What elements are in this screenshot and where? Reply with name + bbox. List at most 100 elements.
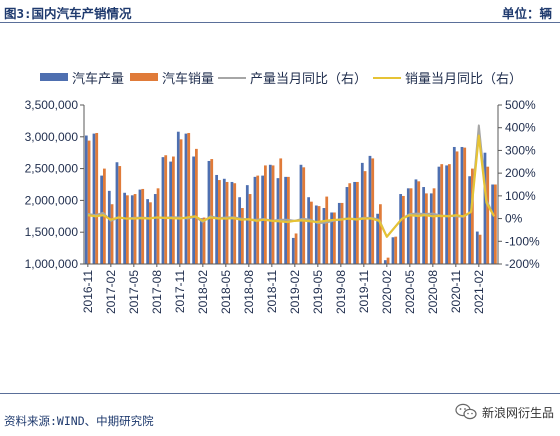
bar-sales [126, 195, 129, 264]
bar-sales [118, 166, 122, 264]
bar-production [337, 202, 341, 264]
x-tick-label: 2018-11 [265, 270, 279, 313]
bar-sales [440, 164, 444, 264]
bar-production [238, 197, 242, 264]
bar-production [322, 208, 326, 264]
bar-sales [179, 139, 183, 264]
bar-production [376, 213, 380, 264]
watermark-text: 新浪网衍生品 [481, 405, 554, 420]
y2-tick-label: 300% [505, 143, 536, 157]
bar-production [207, 160, 211, 264]
header-bar: 图3:国内汽车产销情况 单位：辆 [0, 0, 560, 22]
bar-sales [348, 183, 352, 264]
bar-sales [264, 165, 267, 264]
bar-production [268, 164, 272, 264]
bar-sales [225, 181, 229, 264]
bar-sales [317, 206, 321, 264]
y-tick-label: 2,500,000 [25, 162, 79, 176]
legend-label: 产量当月同比（右） [250, 72, 367, 87]
bar-sales [248, 194, 252, 264]
x-tick-label: 2017-02 [104, 270, 118, 314]
wechat-icon [455, 403, 477, 420]
bar-sales [233, 183, 237, 264]
bar-sales [202, 217, 206, 264]
bar-production [314, 205, 318, 264]
bar-production [429, 193, 433, 264]
bar-production [107, 190, 111, 264]
bar-production [452, 146, 456, 264]
y2-tick-label: 400% [505, 121, 536, 135]
bar-production [353, 181, 357, 264]
bar-sales [302, 167, 306, 264]
footer-divider [0, 393, 560, 394]
x-tick-label: 2020-02 [380, 270, 394, 314]
y2-tick-label: 100% [505, 189, 536, 203]
bar-production [153, 194, 157, 264]
bar-production [92, 133, 96, 264]
x-tick-label: 2018-02 [196, 270, 210, 314]
chart-legend: 汽车产量 汽车销量 产量当月同比（右） 销量当月同比（右） [40, 71, 522, 87]
bar-production [176, 131, 180, 264]
bar-production [445, 165, 449, 264]
bar-sales [325, 196, 329, 264]
bar-production [483, 152, 487, 264]
x-tick-label: 2019-05 [311, 270, 325, 314]
y2-tick-label: -200% [505, 257, 540, 271]
bar-production [222, 178, 226, 264]
x-tick-label: 2019-08 [334, 270, 348, 314]
bar-sales [294, 233, 298, 264]
bar-production [161, 157, 165, 264]
bar-sales [409, 188, 413, 264]
x-tick-label: 2017-05 [127, 270, 141, 314]
legend-label: 销量当月同比（右） [405, 72, 522, 87]
production-sales-chart: 汽车产量 汽车销量 产量当月同比（右） 销量当月同比（右） 3,500,000 3,00… [25, 71, 540, 314]
bar-sales [394, 236, 398, 264]
bar-production [230, 181, 234, 264]
bar-production [360, 162, 364, 264]
bar-production [460, 146, 464, 264]
figure-title: 图3:国内汽车产销情况 [4, 6, 132, 21]
y-tick-label: 1,000,000 [25, 257, 79, 271]
bar-sales [95, 132, 99, 264]
y2-tick-label: 0% [505, 212, 523, 226]
bar-series [84, 131, 497, 264]
bar-sales [110, 204, 114, 264]
bar-sales [494, 184, 497, 264]
y-tick-label: 3,500,000 [25, 98, 79, 112]
y2-tick-label: 200% [505, 166, 536, 180]
legend-label: 汽车销量 [162, 71, 214, 87]
bar-sales [486, 166, 490, 264]
bar-production [84, 135, 88, 264]
x-tick-label: 2016-11 [81, 270, 95, 313]
bar-sales [149, 202, 152, 264]
x-tick-label: 2021-02 [472, 270, 486, 314]
x-tick-label: 2019-11 [357, 270, 371, 313]
bar-sales [218, 180, 221, 264]
bar-sales [356, 181, 359, 264]
unit-label: 单位：辆 [501, 6, 552, 21]
bar-production [414, 179, 418, 264]
chart-axes: 3,500,000 3,000,000 2,500,000 2,000,000 1,50… [25, 98, 540, 314]
bar-sales [141, 188, 145, 264]
bar-sales [471, 168, 474, 264]
bar-production [422, 187, 426, 264]
legend-swatch [130, 73, 158, 81]
bar-production [123, 192, 127, 264]
x-tick-label: 2018-05 [219, 270, 233, 314]
bar-sales [187, 132, 191, 264]
y2-tick-label: -100% [505, 234, 540, 248]
line-sales-yoy [87, 134, 496, 238]
y-tick-label: 2,000,000 [25, 193, 79, 207]
bar-sales [310, 201, 313, 264]
bar-sales [478, 234, 482, 264]
bar-production [345, 187, 349, 264]
bar-production [100, 175, 104, 264]
bar-production [169, 161, 173, 264]
bar-production [399, 194, 403, 264]
bar-sales [463, 147, 467, 264]
x-tick-label: 2018-08 [242, 270, 256, 314]
bar-production [299, 164, 303, 264]
bar-production [391, 237, 395, 264]
bar-sales [210, 159, 214, 264]
x-tick-label: 2019-02 [288, 270, 302, 314]
